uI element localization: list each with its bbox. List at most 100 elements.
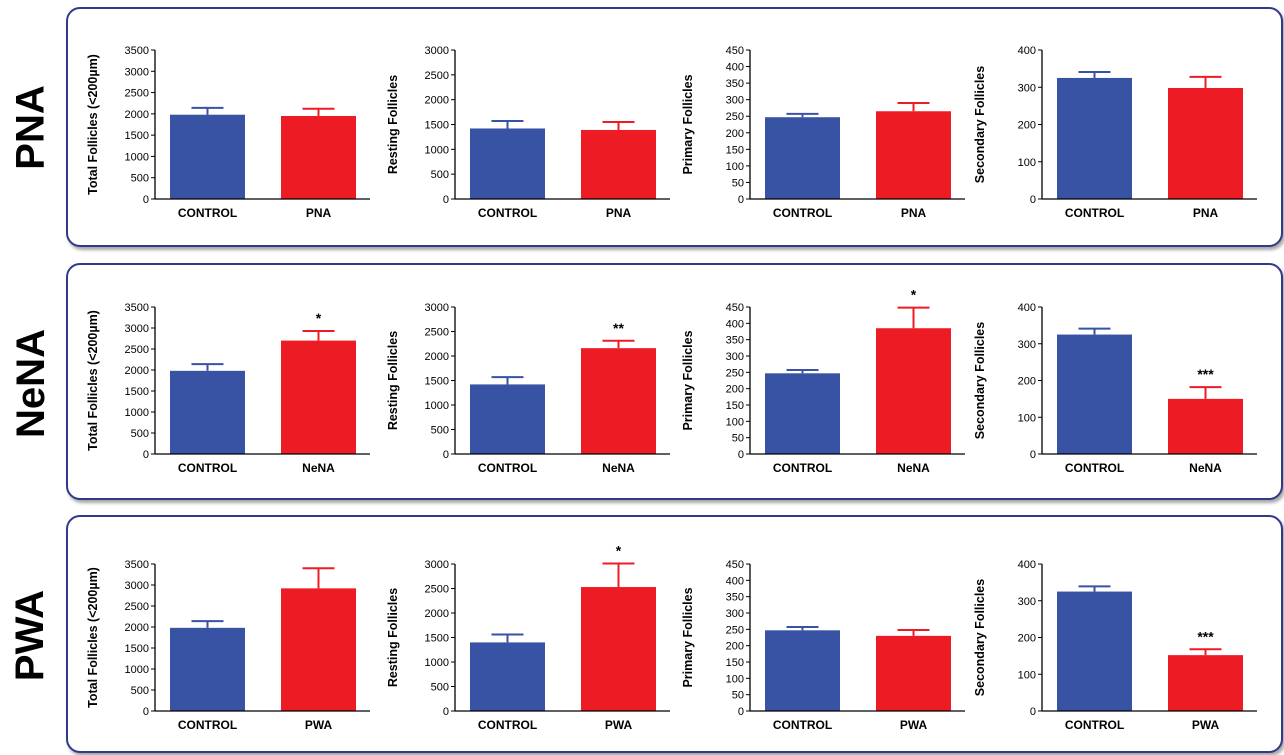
category-label: PWA (1192, 718, 1220, 732)
y-tick-label: 2500 (425, 70, 449, 82)
category-label: PWA (605, 718, 633, 732)
y-tick-label: 2500 (425, 327, 449, 339)
error-bar (1189, 648, 1222, 656)
error-bar (602, 121, 635, 130)
bar-pwa (876, 635, 951, 711)
y-tick-label: 450 (726, 559, 744, 571)
bar-nena (1168, 398, 1243, 454)
y-tick-label: 250 (726, 367, 744, 379)
bar-nena (281, 340, 356, 454)
chart-pna-2: CONTROL PNA 0 500 1000 1500 2000 2500 3000 Restin… (386, 45, 670, 220)
y-tick-label: 500 (131, 428, 149, 440)
chart-nena-1: CONTROL * NeNA 0 500 1000 1500 2000 2500 3000 3500… (86, 302, 370, 475)
y-tick-label: 3000 (425, 45, 449, 57)
y-tick-label: 100 (1018, 669, 1036, 681)
category-label: CONTROL (773, 718, 832, 732)
y-axis-label: Resting Follicles (386, 331, 400, 430)
error-bar (786, 626, 819, 631)
error-bar (191, 620, 224, 628)
y-tick-label: 350 (726, 592, 744, 604)
y-tick-label: 1000 (125, 151, 149, 163)
y-tick-label: 3500 (125, 45, 149, 57)
y-tick-label: 200 (1018, 633, 1036, 645)
y-axis-label: Total Follicles (<200µm) (86, 310, 100, 451)
error-bar (1078, 70, 1111, 78)
y-tick-label: 2500 (125, 88, 149, 100)
y-tick-label: 2500 (425, 584, 449, 596)
y-tick-label: 2500 (125, 344, 149, 356)
y-axis-label: Resting Follicles (386, 75, 400, 174)
y-tick-label: 0 (443, 194, 449, 206)
bar-control (170, 114, 245, 199)
error-bar (1189, 386, 1222, 399)
y-tick-label: 400 (726, 318, 744, 330)
significance-label: *** (1197, 628, 1214, 644)
error-bar (491, 376, 524, 385)
y-tick-label: 150 (726, 144, 744, 156)
bar-pwa (581, 587, 656, 711)
y-tick-label: 1500 (125, 386, 149, 398)
error-bar (786, 369, 819, 374)
category-label: NeNA (1189, 461, 1222, 475)
y-tick-label: 400 (726, 62, 744, 74)
y-tick-label: 300 (1018, 82, 1036, 94)
error-bar (1189, 75, 1222, 88)
error-bar (302, 329, 335, 341)
y-tick-label: 3500 (125, 302, 149, 314)
y-tick-label: 0 (738, 706, 744, 718)
error-bar (491, 120, 524, 129)
y-tick-label: 450 (726, 302, 744, 314)
y-tick-label: 500 (131, 685, 149, 697)
y-tick-label: 150 (726, 657, 744, 669)
category-label: PNA (306, 206, 332, 220)
y-tick-label: 1000 (125, 407, 149, 419)
category-label: CONTROL (773, 461, 832, 475)
y-tick-label: 350 (726, 335, 744, 347)
y-axis-label: Primary Follicles (681, 330, 695, 430)
bar-pna (581, 129, 656, 199)
category-label: PNA (606, 206, 632, 220)
y-tick-label: 2500 (125, 601, 149, 613)
y-tick-label: 200 (726, 128, 744, 140)
y-axis-label: Primary Follicles (681, 74, 695, 174)
error-bar (191, 106, 224, 115)
y-axis-label: Total Follicles (<200µm) (86, 54, 100, 195)
category-label: NeNA (897, 461, 930, 475)
y-tick-label: 50 (732, 177, 744, 189)
error-bar (897, 306, 930, 329)
y-tick-label: 3000 (425, 559, 449, 571)
bar-control (470, 128, 545, 199)
y-tick-label: 200 (1018, 120, 1036, 132)
y-tick-label: 300 (726, 95, 744, 107)
chart-pwa-2: CONTROL * PWA 0 500 1000 1500 2000 2500 3000 Resti… (386, 543, 670, 732)
category-label: CONTROL (478, 718, 537, 732)
y-tick-label: 0 (443, 706, 449, 718)
significance-label: * (316, 310, 322, 326)
bar-pna (1168, 87, 1243, 199)
y-tick-label: 1000 (425, 400, 449, 412)
y-tick-label: 0 (1030, 449, 1036, 461)
bar-control (470, 384, 545, 454)
y-tick-label: 100 (1018, 412, 1036, 424)
chart-pna-1: CONTROL PNA 0 500 1000 1500 2000 2500 3000 3500 To… (86, 45, 370, 220)
y-tick-label: 1500 (125, 643, 149, 655)
bar-control (170, 627, 245, 711)
y-tick-label: 200 (726, 641, 744, 653)
category-label: PWA (900, 718, 928, 732)
y-tick-label: 100 (1018, 157, 1036, 169)
row-label-pna: PNA (8, 84, 53, 170)
error-bar (602, 562, 635, 588)
y-tick-label: 2000 (125, 109, 149, 121)
category-label: CONTROL (178, 206, 237, 220)
row-label-nena: NeNA (8, 328, 53, 438)
bar-control (470, 642, 545, 711)
y-tick-label: 0 (443, 449, 449, 461)
y-tick-label: 450 (726, 45, 744, 57)
chart-pwa-3: CONTROL PWA 0 50 100 150 200 250 300 350 400 450 Pri… (681, 559, 965, 732)
chart-pwa-4: CONTROL *** PWA 0 100 200 300 400 Secondary Foll… (973, 559, 1257, 732)
y-tick-label: 0 (1030, 194, 1036, 206)
category-label: NeNA (302, 461, 335, 475)
category-label: PWA (305, 718, 333, 732)
bar-control (1057, 77, 1132, 199)
significance-label: * (616, 543, 622, 559)
